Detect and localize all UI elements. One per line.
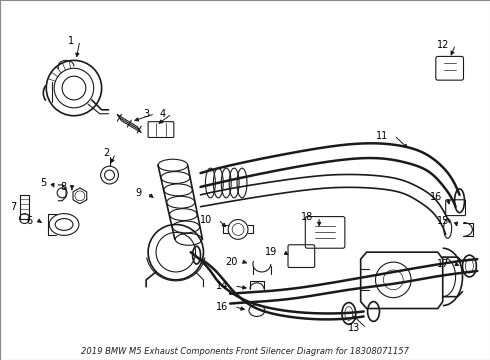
Text: 17: 17 (437, 259, 450, 269)
Text: 4: 4 (160, 109, 166, 119)
Text: 16: 16 (430, 192, 442, 202)
Text: 15: 15 (437, 216, 450, 225)
Text: 3: 3 (143, 109, 149, 119)
Text: 18: 18 (301, 212, 313, 222)
Text: 9: 9 (135, 188, 141, 198)
Text: 20: 20 (226, 257, 238, 267)
Text: 6: 6 (26, 216, 32, 225)
Text: 12: 12 (437, 40, 450, 50)
Text: 2019 BMW M5 Exhaust Components Front Silencer Diagram for 18308071157: 2019 BMW M5 Exhaust Components Front Sil… (81, 347, 409, 356)
Text: 11: 11 (376, 131, 389, 140)
Text: 2: 2 (103, 148, 110, 158)
Text: 8: 8 (60, 182, 66, 192)
Text: 5: 5 (40, 178, 46, 188)
Text: 10: 10 (200, 215, 212, 225)
Text: 19: 19 (266, 247, 278, 257)
Text: 1: 1 (68, 36, 74, 46)
Text: 16: 16 (216, 302, 228, 311)
Text: 7: 7 (10, 202, 17, 212)
Text: 13: 13 (348, 323, 361, 333)
Text: 14: 14 (216, 281, 228, 291)
